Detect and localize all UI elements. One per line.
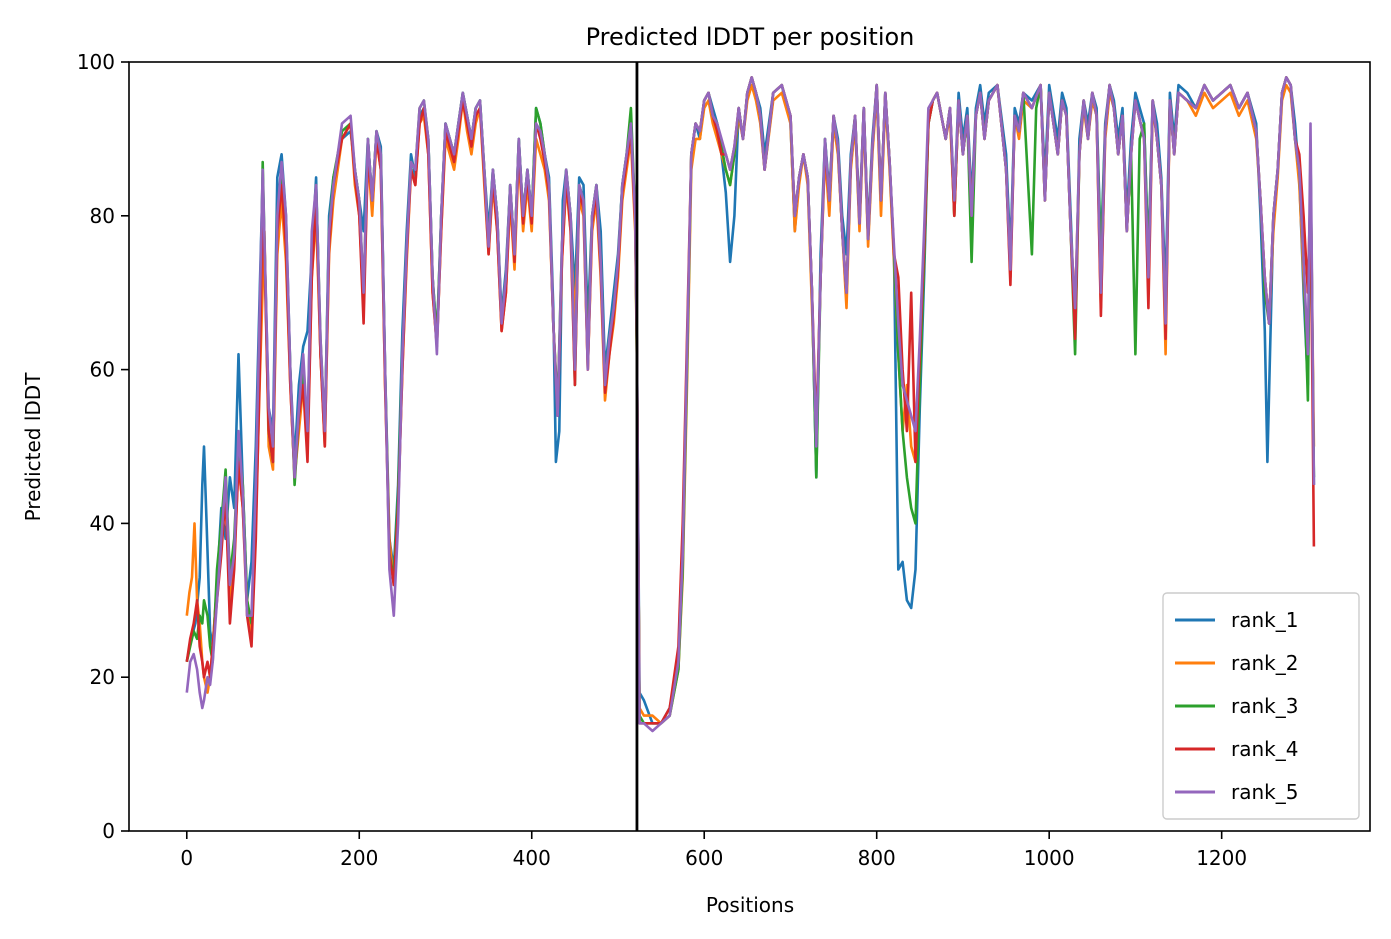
- y-tick-label: 20: [90, 665, 115, 689]
- x-tick-label: 200: [340, 846, 378, 870]
- x-tick-label: 400: [513, 846, 551, 870]
- legend-label: rank_5: [1231, 780, 1298, 804]
- x-tick-label: 600: [685, 846, 723, 870]
- legend-label: rank_1: [1231, 608, 1298, 632]
- y-axis-ticks: 0 20 40 60 80 100: [77, 50, 129, 843]
- x-tick-label: 1000: [1024, 846, 1075, 870]
- plot-lines: [185, 62, 1316, 831]
- x-axis-ticks: 0 200 400 600 800 1000 1200: [180, 831, 1247, 870]
- legend: rank_1 rank_2 rank_3 rank_4 rank_5: [1162, 592, 1360, 820]
- chart-title: Predicted lDDT per position: [586, 23, 915, 51]
- legend-label: rank_3: [1231, 694, 1298, 718]
- y-tick-label: 0: [102, 819, 115, 843]
- x-axis-title: Positions: [706, 893, 794, 917]
- y-axis-title: Predicted lDDT: [21, 372, 45, 522]
- plot-frame: [128, 61, 1371, 832]
- series-line-rank-5: [185, 76, 1316, 733]
- y-tick-label: 60: [90, 358, 115, 382]
- y-tick-label: 40: [90, 511, 115, 535]
- legend-label: rank_4: [1231, 737, 1298, 761]
- y-tick-label: 80: [90, 204, 115, 228]
- y-tick-label: 100: [77, 50, 115, 74]
- legend-box: [1162, 592, 1360, 820]
- x-tick-label: 800: [858, 846, 896, 870]
- x-tick-label: 0: [180, 846, 193, 870]
- legend-label: rank_2: [1231, 651, 1298, 675]
- x-tick-label: 1200: [1196, 846, 1247, 870]
